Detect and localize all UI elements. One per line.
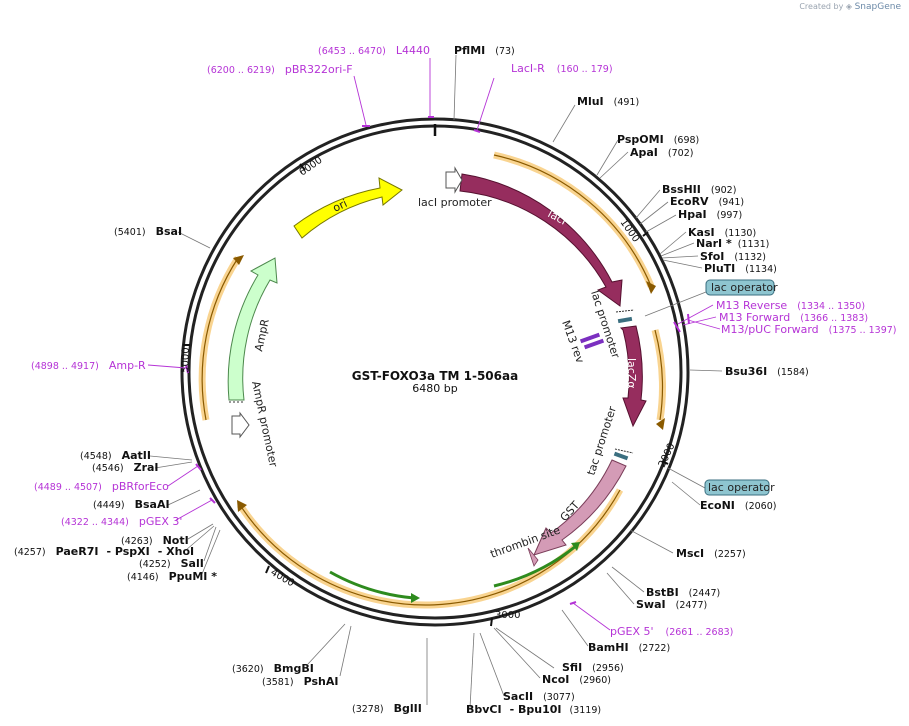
- enzyme-BbvCI: BbvCI - Bpu10I (3119): [466, 703, 601, 716]
- enzyme-SfiI: SfiI (2956): [562, 661, 624, 674]
- lac-operator-label-1: lac operator: [711, 281, 778, 294]
- primer-pGEX-3: (4322 .. 4344) pGEX 3': [61, 515, 182, 528]
- primer-pBR322ori-F: (6200 .. 6219) pBR322ori-F: [207, 63, 353, 76]
- green-orf-1: [329, 570, 415, 600]
- primer-Amp-R: (4898 .. 4917) Amp-R: [31, 359, 146, 372]
- enzyme-BssHII: BssHII (902): [662, 183, 736, 196]
- lac-operator-box-2: [704, 479, 770, 496]
- enzyme-PspOMI: PspOMI (698): [617, 133, 699, 146]
- enzyme-PflMI: PflMI (73): [454, 44, 515, 57]
- primer-LacI-R: LacI-R (160 .. 179): [511, 62, 613, 75]
- AmpR-feature: [227, 257, 278, 401]
- thrombin-site-marker: [527, 547, 539, 567]
- lac-operator-label-2: lac operator: [708, 481, 775, 494]
- orf-arc-large: [237, 488, 624, 609]
- enzyme-MluI: MluI (491): [577, 95, 639, 108]
- lacI-feature: [459, 173, 623, 307]
- enzyme-NotI: (4263) NotI: [121, 534, 189, 547]
- enzyme-Bsu36I: Bsu36I (1584): [725, 365, 809, 378]
- enzyme-BmgBI: (3620) BmgBI: [232, 662, 314, 675]
- enzyme-PpuMI: (4146) PpuMI *: [127, 570, 217, 583]
- enzyme-BsaI: (5401) BsaI: [114, 225, 182, 238]
- ori-feature: [293, 177, 403, 239]
- lac-operator-marker-1: [617, 316, 633, 324]
- green-orf-2: [493, 544, 577, 588]
- enzyme-HpaI: HpaI (997): [678, 208, 742, 221]
- enzyme-PaeR7I: (4257) PaeR7I - PspXI - XhoI: [14, 545, 194, 558]
- tick-5000: 5000: [180, 347, 192, 373]
- snapgene-logo-icon: ◈: [845, 2, 853, 11]
- plasmid-name: GST-FOXO3a TM 1-506aa: [352, 369, 518, 383]
- enzyme-KasI: KasI (1130): [688, 226, 756, 239]
- primer-M13-Reverse: M13 Reverse (1334 .. 1350): [716, 299, 865, 312]
- m13-rev-marker: [579, 332, 601, 344]
- enzyme-PshAI: (3581) PshAI: [262, 675, 338, 688]
- primer-leaders: [147, 58, 721, 631]
- enzyme-SwaI: SwaI (2477): [636, 598, 707, 611]
- enzyme-MscI: MscI (2257): [676, 547, 746, 560]
- AmpR-label: AmpR: [252, 317, 272, 352]
- lacI-promoter-feature: [445, 166, 463, 194]
- enzyme-EcoRV: EcoRV (941): [670, 195, 744, 208]
- lac-operator-marker-2: [613, 451, 629, 461]
- primer-L4440: (6453 .. 6470) L4440: [318, 44, 430, 57]
- lacI-promoter-label: lacI promoter: [418, 196, 492, 209]
- enzyme-BglII: (3278) BglII: [352, 702, 422, 715]
- enzyme-SfoI: SfoI (1132): [700, 250, 766, 263]
- primer-pGEX-5: pGEX 5' (2661 .. 2683): [610, 625, 733, 638]
- enzyme-BamHI: BamHI (2722): [588, 641, 670, 654]
- enzyme-leaders: [149, 54, 723, 709]
- lacZa-feature: [619, 325, 647, 428]
- ori-label: ori: [331, 197, 349, 215]
- enzyme-ZraI: (4546) ZraI: [92, 461, 159, 474]
- enzyme-NcoI: NcoI (2960): [542, 673, 611, 686]
- enzyme-ApaI: ApaI (702): [630, 146, 693, 159]
- enzyme-SalI: (4252) SalI: [139, 557, 204, 570]
- GST-feature: [533, 459, 627, 556]
- primer-M13-Forward: M13 Forward (1366 .. 1383): [719, 311, 868, 324]
- enzyme-PluTI: PluTI (1134): [704, 262, 777, 275]
- lac-operator-box-1: [705, 279, 775, 296]
- enzyme-NarI: NarI * (1131): [696, 237, 769, 250]
- snapgene-credit: Created by ◈ SnapGene: [799, 2, 901, 12]
- plasmid-size: 6480 bp: [412, 382, 457, 395]
- enzyme-BsaAI: (4449) BsaAI: [93, 498, 170, 511]
- tick-3000: 3000: [495, 610, 520, 621]
- enzyme-EcoNI: EcoNI (2060): [700, 499, 776, 512]
- AmpR-promoter-label: AmpR promoter: [249, 380, 280, 469]
- lacZa-label: lacZα: [625, 358, 638, 389]
- primer-pBRforEco: (4489 .. 4507) pBRforEco: [34, 480, 169, 493]
- primer-M13-pUC-Forward: M13/pUC Forward (1375 .. 1397): [721, 323, 897, 336]
- enzyme-AatII: (4548) AatII: [80, 449, 151, 462]
- AmpR-promoter-feature: [231, 411, 250, 439]
- backbone-outer-ring: [180, 117, 690, 627]
- enzyme-BstBI: BstBI (2447): [646, 586, 720, 599]
- enzyme-SacII: SacII (3077): [503, 690, 575, 703]
